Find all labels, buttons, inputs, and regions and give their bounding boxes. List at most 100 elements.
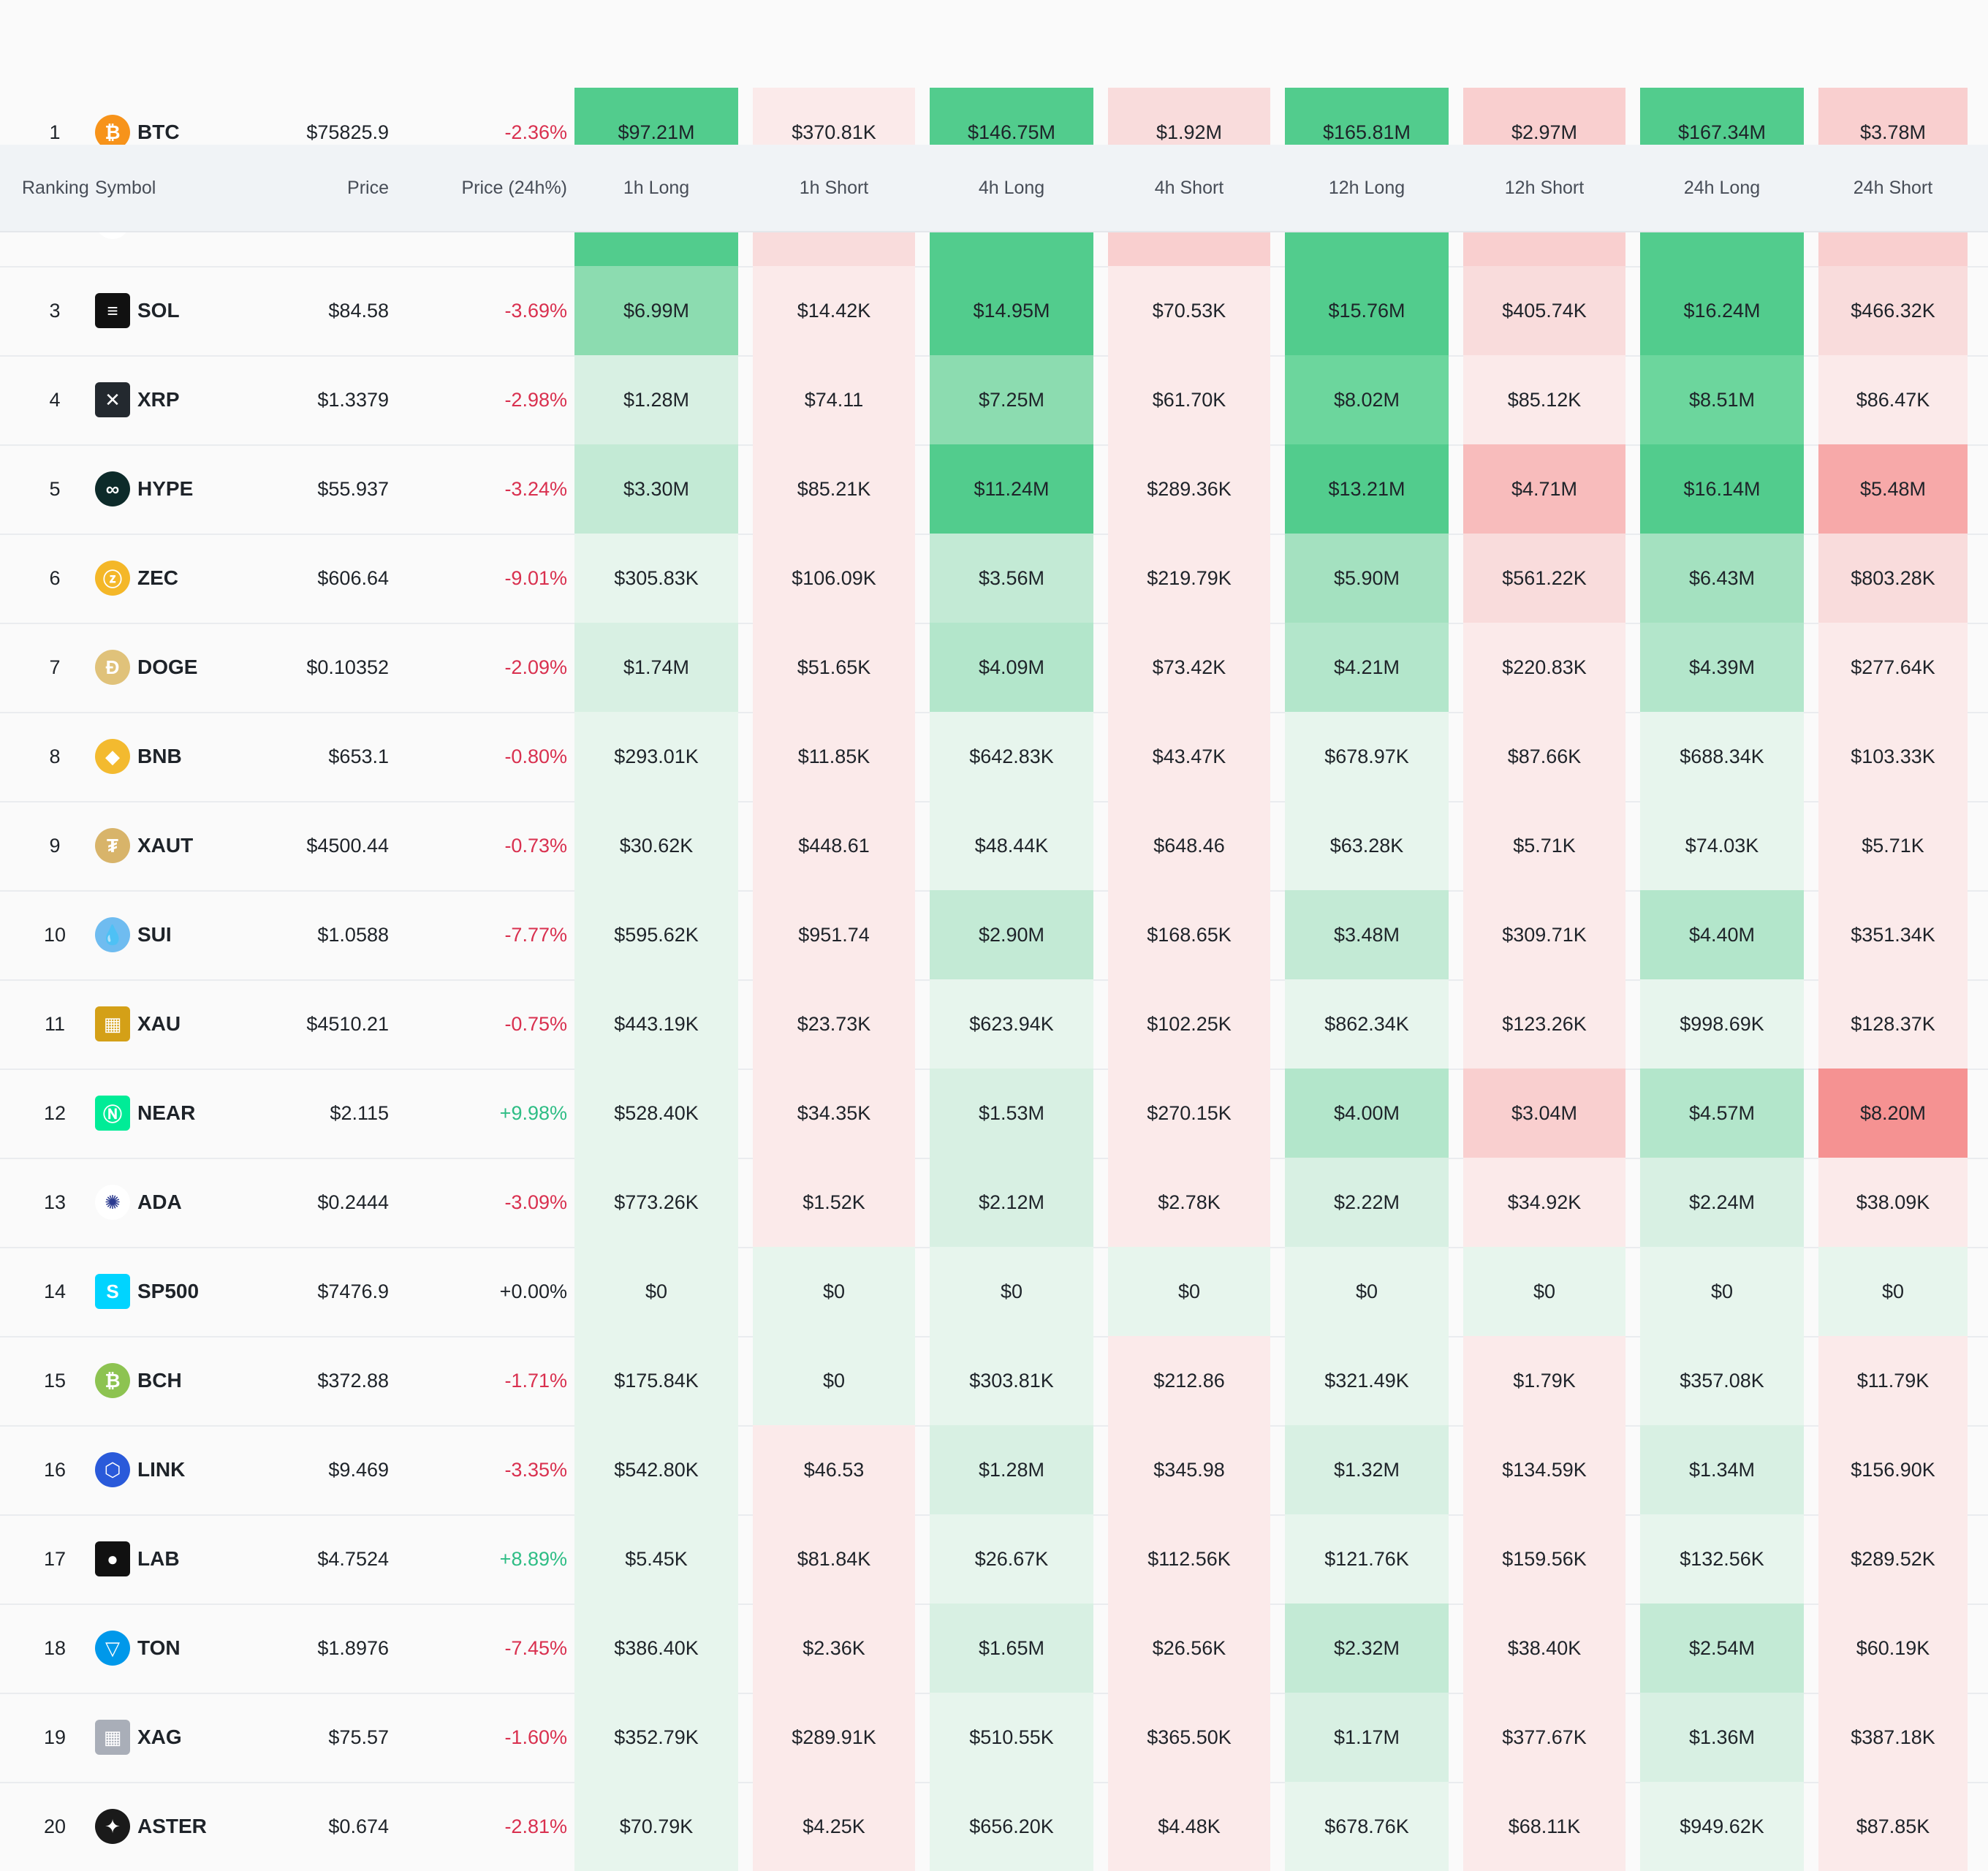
table-row[interactable]: 17 ● LAB $4.7524 +8.89% $5.45K $81.84K $26.67K $… (0, 1514, 1988, 1605)
header-4h-short[interactable]: 4h Short (1154, 177, 1224, 198)
row-rank: 18 (43, 1636, 67, 1659)
row-24h-short-value: $5.71K (1818, 801, 1968, 890)
row-symbol-label: XAU (137, 1012, 181, 1035)
row-symbol[interactable]: ₿ BTC (95, 88, 278, 177)
row-4h-long-value: $1.53M (930, 1069, 1093, 1158)
row-symbol[interactable]: ✺ ADA (95, 1158, 278, 1247)
row-12h-long-value: $3.48M (1285, 890, 1449, 979)
row-symbol[interactable]: ⓩ ZEC (95, 534, 278, 623)
dogecoin-icon: Ð (95, 650, 130, 685)
header-24h-short[interactable]: 24h Short (1853, 177, 1933, 198)
row-1h-short-value: $51.65K (753, 623, 915, 712)
table-row[interactable]: 19 ▦ XAG $75.57 -1.60% $352.79K $289.91K $510.5… (0, 1693, 1988, 1783)
lab-icon: ● (95, 1541, 130, 1576)
row-symbol[interactable]: Ð DOGE (95, 623, 278, 712)
table-row[interactable]: 12 Ⓝ NEAR $2.115 +9.98% $528.40K $34.35K $1.53M… (0, 1069, 1988, 1159)
row-price: $7476.9 (317, 1280, 389, 1302)
table-row[interactable]: 4 ✕ XRP $1.3379 -2.98% $1.28M $74.11 $7.25M $61.… (0, 355, 1988, 446)
row-price-change: -9.01% (504, 566, 567, 589)
header-4h-long[interactable]: 4h Long (978, 177, 1045, 198)
row-price: $653.1 (328, 745, 389, 767)
table-row[interactable]: 13 ✺ ADA $0.2444 -3.09% $773.26K $1.52K $2.12M $… (0, 1158, 1988, 1248)
header-price-change[interactable]: Price (24h%) (461, 177, 568, 198)
table-row[interactable]: 7 Ð DOGE $0.10352 -2.09% $1.74M $51.65K $4.09M $… (0, 623, 1988, 713)
row-12h-short-value: $377.67K (1463, 1693, 1625, 1782)
row-symbol[interactable]: ₮ XAUT (95, 801, 278, 890)
row-12h-long-value: $1.32M (1285, 1425, 1449, 1514)
row-symbol[interactable]: ✦ ASTER (95, 1782, 278, 1871)
header-ranking[interactable]: Ranking (22, 177, 89, 198)
row-4h-short-value: $212.86 (1108, 1336, 1270, 1425)
row-4h-short-value: $365.50K (1108, 1693, 1270, 1782)
row-symbol[interactable]: 💧 SUI (95, 890, 278, 979)
row-12h-short-value: $309.71K (1463, 890, 1625, 979)
table-header: Ranking Symbol Price Price (24h%) 1h Lon… (0, 145, 1988, 232)
row-symbol[interactable]: ▽ TON (95, 1604, 278, 1693)
row-symbol[interactable]: ⬡ LINK (95, 1425, 278, 1514)
row-symbol[interactable]: ◆ BNB (95, 712, 278, 801)
table-row[interactable]: 8 ◆ BNB $653.1 -0.80% $293.01K $11.85K $642.83K… (0, 712, 1988, 802)
table-row[interactable]: 10 💧 SUI $1.0588 -7.77% $595.62K $951.74 $2.90M… (0, 890, 1988, 981)
row-24h-short-value: $289.52K (1818, 1514, 1968, 1604)
row-symbol[interactable]: ∞ HYPE (95, 444, 278, 534)
row-12h-long-value: $4.00M (1285, 1069, 1449, 1158)
zcash-icon: ⓩ (95, 561, 130, 596)
table-row[interactable]: 14 S SP500 $7476.9 +0.00% $0 $0 $0 $0 $0 $0 $0 $0 (0, 1247, 1988, 1337)
table-row[interactable]: 11 ▦ XAU $4510.21 -0.75% $443.19K $23.73K $623.… (0, 979, 1988, 1070)
table-row[interactable]: 3 ≡ SOL $84.58 -3.69% $6.99M $14.42K $14.95M $70… (0, 266, 1988, 357)
row-12h-long-value: $13.21M (1285, 444, 1449, 534)
header-symbol[interactable]: Symbol (95, 177, 156, 198)
row-price: $1.8976 (317, 1636, 389, 1659)
row-4h-short-value: $289.36K (1108, 444, 1270, 534)
row-24h-short-value: $8.20M (1818, 1069, 1968, 1158)
table-row[interactable]: 5 ∞ HYPE $55.937 -3.24% $3.30M $85.21K $11.24M $… (0, 444, 1988, 535)
row-24h-long-value: $16.24M (1640, 266, 1804, 355)
sui-icon: 💧 (95, 917, 130, 952)
row-symbol[interactable]: ✕ XRP (95, 355, 278, 444)
header-12h-long[interactable]: 12h Long (1328, 177, 1405, 198)
row-symbol[interactable]: Ⓝ NEAR (95, 1069, 278, 1158)
table-row[interactable]: 20 ✦ ASTER $0.674 -2.81% $70.79K $4.25K $656.20… (0, 1782, 1988, 1871)
row-4h-long-value: $656.20K (930, 1782, 1093, 1871)
table-row[interactable]: 16 ⬡ LINK $9.469 -3.35% $542.80K $46.53 $1.28M $… (0, 1425, 1988, 1516)
row-price: $55.937 (317, 477, 389, 500)
row-price: $0.2444 (317, 1191, 389, 1213)
row-price: $4.7524 (317, 1547, 389, 1570)
header-24h-long[interactable]: 24h Long (1683, 177, 1761, 198)
table-row[interactable]: 6 ⓩ ZEC $606.64 -9.01% $305.83K $106.09K $3.56M… (0, 534, 1988, 624)
table-row[interactable]: 15 ₿ BCH $372.88 -1.71% $175.84K $0 $303.81K $21… (0, 1336, 1988, 1427)
row-symbol[interactable]: ▦ XAG (95, 1693, 278, 1782)
header-price[interactable]: Price (347, 177, 389, 198)
row-4h-short-value: $168.65K (1108, 890, 1270, 979)
row-symbol[interactable]: ≡ SOL (95, 266, 278, 355)
row-rank: 15 (43, 1369, 67, 1392)
table-row[interactable]: 9 ₮ XAUT $4500.44 -0.73% $30.62K $448.61 $48.44… (0, 801, 1988, 892)
row-1h-long-value: $5.45K (574, 1514, 738, 1604)
row-12h-long-value: $121.76K (1285, 1514, 1449, 1604)
header-12h-short[interactable]: 12h Short (1504, 177, 1585, 198)
row-symbol-label: XAG (137, 1726, 182, 1748)
row-1h-long-value: $70.79K (574, 1782, 738, 1871)
row-24h-short-value: $86.47K (1818, 355, 1968, 444)
row-price-change: +0.00% (499, 1280, 567, 1302)
row-symbol[interactable]: ▦ XAU (95, 979, 278, 1069)
aster-icon: ✦ (95, 1809, 130, 1844)
row-4h-long-value: $2.90M (930, 890, 1093, 979)
row-price: $372.88 (317, 1369, 389, 1392)
row-rank: 7 (49, 656, 61, 678)
row-price: $9.469 (328, 1458, 389, 1481)
row-1h-long-value: $175.84K (574, 1336, 738, 1425)
row-12h-long-value: $2.22M (1285, 1158, 1449, 1247)
row-symbol[interactable]: S SP500 (95, 1247, 278, 1336)
row-4h-short-value: $270.15K (1108, 1069, 1270, 1158)
row-symbol[interactable]: ₿ BCH (95, 1336, 278, 1425)
header-1h-long[interactable]: 1h Long (623, 177, 690, 198)
row-24h-short-value: $0 (1818, 1247, 1968, 1336)
row-1h-short-value: $34.35K (753, 1069, 915, 1158)
row-1h-long-value: $305.83K (574, 534, 738, 623)
row-symbol-label: ZEC (137, 566, 178, 589)
row-12h-long-value: $1.17M (1285, 1693, 1449, 1782)
header-1h-short[interactable]: 1h Short (799, 177, 869, 198)
table-row[interactable]: 18 ▽ TON $1.8976 -7.45% $386.40K $2.36K $1.65M $… (0, 1604, 1988, 1694)
row-symbol[interactable]: ● LAB (95, 1514, 278, 1604)
